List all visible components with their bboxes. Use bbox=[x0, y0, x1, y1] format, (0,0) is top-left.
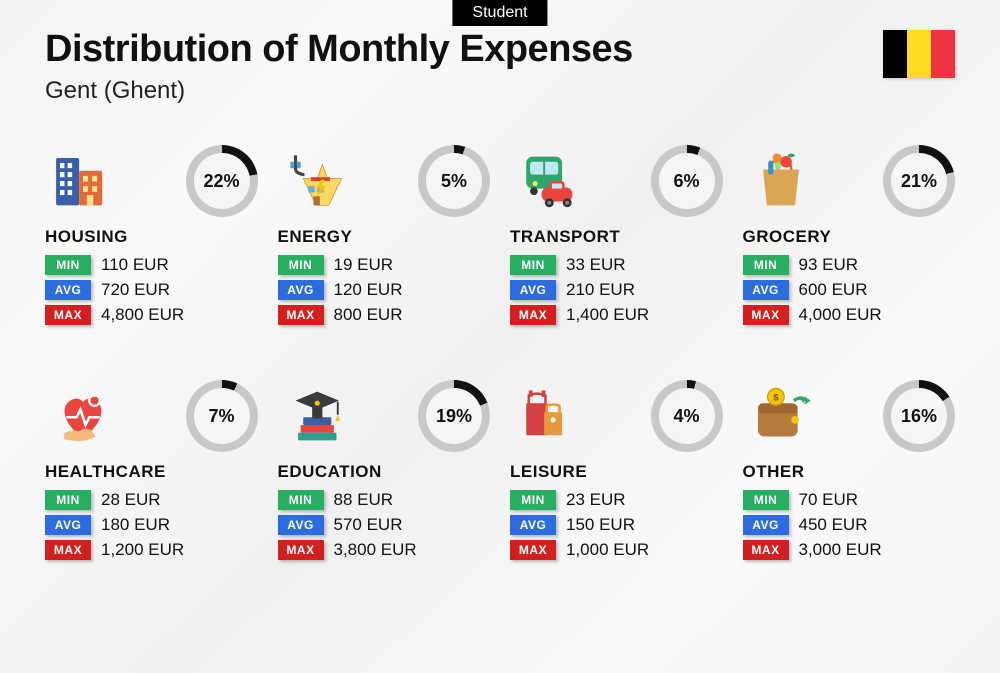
grocery-icon bbox=[743, 146, 819, 216]
max-badge: MAX bbox=[743, 540, 789, 560]
category-name: ENERGY bbox=[278, 227, 491, 247]
page-subtitle: Gent (Ghent) bbox=[45, 77, 955, 105]
min-badge: MIN bbox=[743, 490, 789, 510]
max-badge: MAX bbox=[510, 305, 556, 325]
category-name: TRANSPORT bbox=[510, 227, 723, 247]
category-name: OTHER bbox=[743, 462, 956, 482]
max-value: 1,200 EUR bbox=[101, 540, 184, 560]
max-value: 3,000 EUR bbox=[799, 540, 882, 560]
percent-label: 5% bbox=[418, 145, 490, 217]
min-value: 93 EUR bbox=[799, 255, 859, 275]
min-value: 23 EUR bbox=[566, 490, 626, 510]
max-value: 1,000 EUR bbox=[566, 540, 649, 560]
min-value: 33 EUR bbox=[566, 255, 626, 275]
avg-badge: AVG bbox=[743, 515, 789, 535]
avg-badge: AVG bbox=[278, 280, 324, 300]
min-value: 88 EUR bbox=[334, 490, 394, 510]
expense-card: 22% HOUSING MIN 110 EUR AVG 720 EUR MAX … bbox=[45, 145, 258, 330]
expense-card: 4% LEISURE MIN 23 EUR AVG 150 EUR MAX 1,… bbox=[510, 380, 723, 565]
min-badge: MIN bbox=[278, 255, 324, 275]
profile-tag: Student bbox=[452, 0, 547, 26]
percent-label: 16% bbox=[883, 380, 955, 452]
percent-ring: 16% bbox=[883, 380, 955, 452]
energy-icon bbox=[278, 146, 354, 216]
max-badge: MAX bbox=[45, 305, 91, 325]
avg-badge: AVG bbox=[510, 280, 556, 300]
avg-value: 600 EUR bbox=[799, 280, 868, 300]
percent-ring: 21% bbox=[883, 145, 955, 217]
percent-label: 22% bbox=[186, 145, 258, 217]
max-value: 3,800 EUR bbox=[334, 540, 417, 560]
max-badge: MAX bbox=[510, 540, 556, 560]
avg-badge: AVG bbox=[510, 515, 556, 535]
min-value: 28 EUR bbox=[101, 490, 161, 510]
min-badge: MIN bbox=[510, 490, 556, 510]
expense-card: 21% GROCERY MIN 93 EUR AVG 600 EUR MAX 4… bbox=[743, 145, 956, 330]
percent-label: 19% bbox=[418, 380, 490, 452]
min-badge: MIN bbox=[510, 255, 556, 275]
avg-badge: AVG bbox=[278, 515, 324, 535]
leisure-icon bbox=[510, 381, 586, 451]
percent-label: 7% bbox=[186, 380, 258, 452]
max-badge: MAX bbox=[278, 305, 324, 325]
avg-badge: AVG bbox=[45, 280, 91, 300]
max-badge: MAX bbox=[743, 305, 789, 325]
flag-stripe-black bbox=[883, 30, 907, 78]
percent-ring: 7% bbox=[186, 380, 258, 452]
page-title: Distribution of Monthly Expenses bbox=[45, 28, 955, 71]
max-value: 4,000 EUR bbox=[799, 305, 882, 325]
flag-stripe-red bbox=[931, 30, 955, 78]
housing-icon bbox=[45, 146, 121, 216]
min-value: 110 EUR bbox=[101, 255, 169, 275]
min-badge: MIN bbox=[743, 255, 789, 275]
expense-card: 6% TRANSPORT MIN 33 EUR AVG 210 EUR MAX … bbox=[510, 145, 723, 330]
max-badge: MAX bbox=[278, 540, 324, 560]
belgium-flag bbox=[883, 30, 955, 78]
min-badge: MIN bbox=[45, 490, 91, 510]
percent-label: 21% bbox=[883, 145, 955, 217]
percent-label: 4% bbox=[651, 380, 723, 452]
avg-value: 150 EUR bbox=[566, 515, 635, 535]
percent-ring: 6% bbox=[651, 145, 723, 217]
avg-value: 210 EUR bbox=[566, 280, 635, 300]
education-icon bbox=[278, 381, 354, 451]
avg-value: 120 EUR bbox=[334, 280, 403, 300]
percent-label: 6% bbox=[651, 145, 723, 217]
percent-ring: 5% bbox=[418, 145, 490, 217]
min-badge: MIN bbox=[278, 490, 324, 510]
max-value: 1,400 EUR bbox=[566, 305, 649, 325]
category-name: GROCERY bbox=[743, 227, 956, 247]
min-value: 70 EUR bbox=[799, 490, 859, 510]
expense-grid: 22% HOUSING MIN 110 EUR AVG 720 EUR MAX … bbox=[45, 145, 955, 565]
percent-ring: 4% bbox=[651, 380, 723, 452]
expense-card: $ 16% OTHER MIN 70 EUR AVG 450 EUR MAX 3… bbox=[743, 380, 956, 565]
expense-card: 5% ENERGY MIN 19 EUR AVG 120 EUR MAX 800… bbox=[278, 145, 491, 330]
max-value: 800 EUR bbox=[334, 305, 403, 325]
min-value: 19 EUR bbox=[334, 255, 394, 275]
avg-value: 450 EUR bbox=[799, 515, 868, 535]
avg-badge: AVG bbox=[45, 515, 91, 535]
avg-value: 570 EUR bbox=[334, 515, 403, 535]
other-icon: $ bbox=[743, 381, 819, 451]
category-name: HEALTHCARE bbox=[45, 462, 258, 482]
category-name: LEISURE bbox=[510, 462, 723, 482]
healthcare-icon bbox=[45, 381, 121, 451]
max-badge: MAX bbox=[45, 540, 91, 560]
category-name: EDUCATION bbox=[278, 462, 491, 482]
percent-ring: 19% bbox=[418, 380, 490, 452]
min-badge: MIN bbox=[45, 255, 91, 275]
category-name: HOUSING bbox=[45, 227, 258, 247]
flag-stripe-yellow bbox=[907, 30, 931, 78]
expense-card: 7% HEALTHCARE MIN 28 EUR AVG 180 EUR MAX… bbox=[45, 380, 258, 565]
percent-ring: 22% bbox=[186, 145, 258, 217]
avg-value: 720 EUR bbox=[101, 280, 170, 300]
avg-value: 180 EUR bbox=[101, 515, 170, 535]
transport-icon bbox=[510, 146, 586, 216]
max-value: 4,800 EUR bbox=[101, 305, 184, 325]
svg-text:$: $ bbox=[773, 393, 779, 404]
avg-badge: AVG bbox=[743, 280, 789, 300]
expense-card: 19% EDUCATION MIN 88 EUR AVG 570 EUR MAX… bbox=[278, 380, 491, 565]
